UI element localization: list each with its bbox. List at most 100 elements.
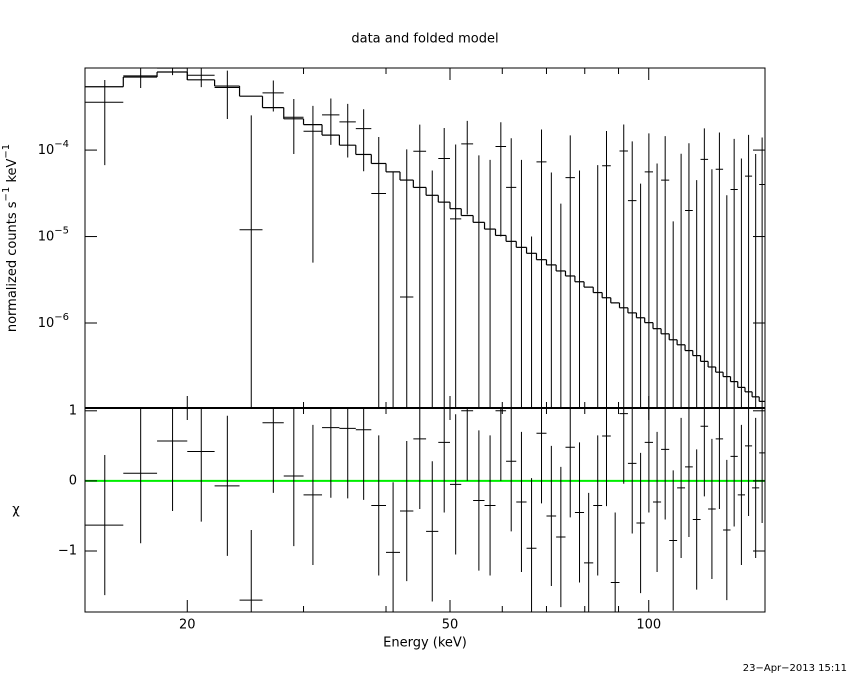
residual-point bbox=[723, 459, 731, 601]
residual-point bbox=[669, 470, 678, 611]
residual-point bbox=[602, 408, 611, 507]
x-axis-label: Energy (keV) bbox=[383, 636, 467, 651]
data-point bbox=[413, 124, 427, 408]
y-tick-base: 10 bbox=[38, 316, 55, 331]
y-tick-exponent: −4 bbox=[54, 139, 69, 150]
y-label-exponent: −1 bbox=[1, 144, 12, 159]
residual-point bbox=[449, 414, 462, 555]
data-point bbox=[565, 135, 575, 408]
y-label-text: normalized counts s bbox=[5, 201, 20, 332]
residual-point bbox=[473, 430, 485, 571]
data-point bbox=[745, 134, 753, 408]
data-point bbox=[262, 80, 284, 112]
x-tick-label: 100 bbox=[636, 618, 661, 633]
residual-point bbox=[700, 408, 709, 497]
data-point bbox=[449, 144, 462, 408]
data-point bbox=[355, 109, 372, 172]
residual-point bbox=[214, 415, 240, 556]
residual-point bbox=[556, 466, 566, 608]
x-tick-label: 20 bbox=[179, 618, 196, 633]
residual-point bbox=[506, 408, 517, 532]
residual-point bbox=[653, 431, 662, 573]
data-point bbox=[157, 67, 188, 76]
residual-point bbox=[322, 408, 340, 498]
residual-point bbox=[745, 408, 753, 516]
data-point bbox=[730, 138, 738, 408]
residual-point bbox=[546, 445, 557, 587]
residual-point bbox=[283, 408, 304, 547]
y-tick-base: 10 bbox=[38, 229, 55, 244]
y-tick-label: 10−5 bbox=[38, 226, 69, 245]
y-label-exponent: −1 bbox=[1, 187, 12, 202]
data-point bbox=[461, 120, 474, 215]
residual-point bbox=[371, 435, 387, 576]
data-point bbox=[322, 98, 340, 145]
residual-point bbox=[516, 431, 527, 573]
y-tick-exponent: −6 bbox=[54, 312, 69, 323]
residual-point bbox=[584, 492, 594, 612]
y-tick-base: 10 bbox=[38, 143, 55, 158]
data-point bbox=[536, 129, 547, 408]
residual-point bbox=[730, 408, 738, 527]
data-point bbox=[602, 131, 611, 408]
residual-point bbox=[400, 440, 414, 582]
x-tick-label: 50 bbox=[442, 618, 459, 633]
residual-point bbox=[85, 454, 124, 596]
data-point bbox=[283, 98, 304, 155]
residual-point bbox=[619, 408, 628, 484]
residual-point bbox=[565, 408, 575, 518]
residual-point bbox=[303, 424, 323, 566]
residual-point bbox=[677, 417, 686, 559]
residual-point bbox=[536, 408, 547, 504]
data-point bbox=[400, 149, 414, 408]
data-point bbox=[715, 132, 724, 408]
y-label-text: keV bbox=[5, 158, 20, 186]
data-point bbox=[495, 122, 507, 237]
top-panel-frame bbox=[84, 67, 766, 409]
data-point bbox=[239, 115, 263, 408]
y-tick-label: 10−6 bbox=[38, 312, 69, 331]
data-point bbox=[627, 141, 637, 408]
data-point bbox=[685, 143, 693, 408]
residual-point bbox=[685, 408, 693, 537]
data-point bbox=[438, 128, 450, 408]
data-point bbox=[371, 137, 387, 408]
residual-point bbox=[187, 408, 215, 522]
residual-point bbox=[574, 442, 585, 583]
data-point bbox=[303, 105, 323, 263]
residual-point bbox=[526, 478, 537, 612]
residual-point bbox=[386, 482, 401, 612]
data-point bbox=[123, 68, 158, 89]
y-tick-exponent: −5 bbox=[54, 226, 69, 237]
residual-point bbox=[339, 408, 356, 499]
data-point bbox=[700, 128, 709, 408]
y-tick-label: 1 bbox=[69, 403, 77, 418]
data-point bbox=[187, 68, 215, 88]
data-point bbox=[661, 136, 670, 408]
data-point bbox=[85, 79, 124, 166]
y-tick-label: −1 bbox=[58, 544, 77, 559]
residual-point bbox=[610, 512, 620, 612]
data-point bbox=[759, 137, 765, 408]
residual-point bbox=[239, 529, 263, 612]
residual-point bbox=[593, 435, 603, 576]
data-point bbox=[619, 124, 628, 408]
residual-point bbox=[715, 408, 724, 509]
residual-point bbox=[752, 417, 760, 559]
residual-point bbox=[759, 408, 765, 523]
y-tick-label: 10−4 bbox=[38, 139, 69, 158]
residual-point bbox=[644, 408, 654, 513]
residual-point bbox=[661, 408, 670, 520]
residual-point bbox=[355, 408, 372, 500]
chart-title: data and folded model bbox=[351, 32, 498, 47]
residual-point bbox=[627, 408, 637, 534]
bottom-y-axis-label: χ bbox=[12, 503, 20, 518]
residual-point bbox=[262, 408, 284, 493]
y-tick-label: 0 bbox=[69, 473, 77, 488]
residual-point bbox=[495, 408, 507, 481]
residual-point bbox=[413, 408, 427, 509]
data-point bbox=[339, 103, 356, 158]
residual-point bbox=[692, 449, 701, 590]
residual-point bbox=[636, 452, 645, 594]
